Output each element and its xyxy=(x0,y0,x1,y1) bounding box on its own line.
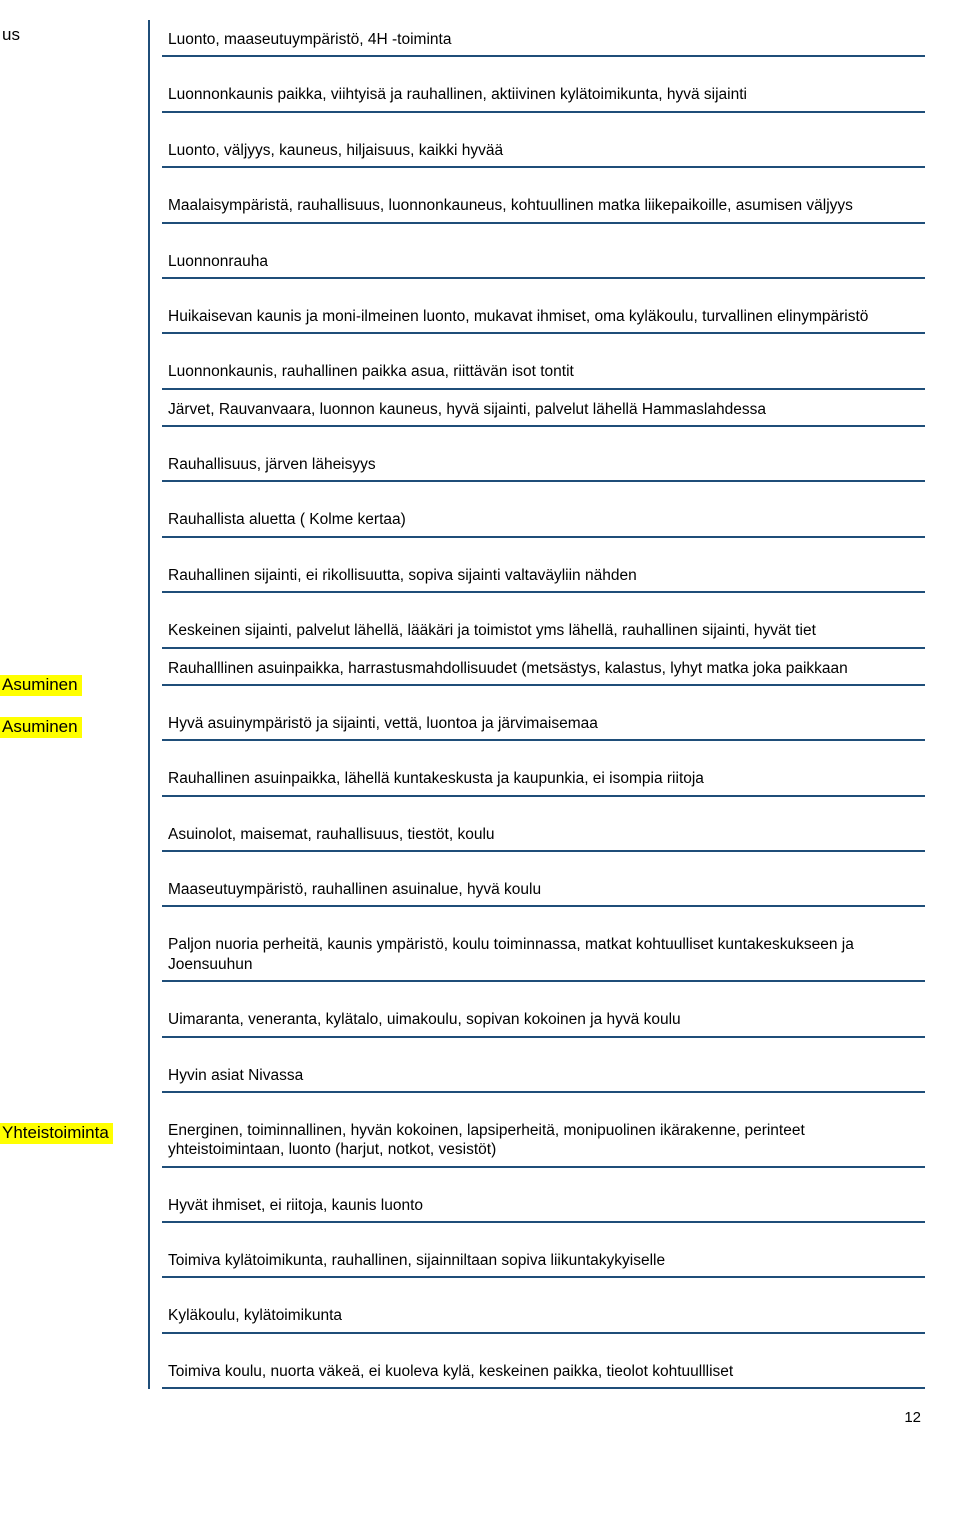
row-spacer xyxy=(162,1168,925,1186)
row-spacer xyxy=(162,1093,925,1111)
category-tag: Asuminen xyxy=(0,717,82,738)
content-row: Huikaisevan kaunis ja moni-ilmeinen luon… xyxy=(162,297,925,334)
content-row: Luonnonkaunis paikka, viihtyisä ja rauha… xyxy=(162,75,925,112)
content-row: Keskeinen sijainti, palvelut lähellä, lä… xyxy=(162,611,925,648)
row-spacer xyxy=(162,279,925,297)
row-spacer xyxy=(162,538,925,556)
content-row: Energinen, toiminnallinen, hyvän kokoine… xyxy=(162,1111,925,1168)
row-spacer xyxy=(162,334,925,352)
content-column: Luonto, maaseutuympäristö, 4H -toiminta L… xyxy=(150,20,925,1389)
row-spacer xyxy=(162,57,925,75)
row-spacer xyxy=(162,593,925,611)
content-row: Maalaisympäristä, rauhallisuus, luonnonk… xyxy=(162,186,925,223)
row-spacer xyxy=(162,686,925,704)
content-row: Rauhallisuus, järven läheisyys xyxy=(162,445,925,482)
content-row: Luonto, maaseutuympäristö, 4H -toiminta xyxy=(162,20,925,57)
row-spacer xyxy=(162,224,925,242)
content-row: Hyvät ihmiset, ei riitoja, kaunis luonto xyxy=(162,1186,925,1223)
row-spacer xyxy=(162,482,925,500)
content-row: Uimaranta, veneranta, kylätalo, uimakoul… xyxy=(162,1000,925,1037)
content-row: Hyvin asiat Nivassa xyxy=(162,1056,925,1093)
row-spacer xyxy=(162,1038,925,1056)
row-spacer xyxy=(162,1334,925,1352)
content-row: Hyvä asuinympäristö ja sijainti, vettä, … xyxy=(162,704,925,741)
vertical-rule xyxy=(148,20,150,1389)
content-row: Rauhallinen sijainti, ei rikollisuutta, … xyxy=(162,556,925,593)
row-spacer xyxy=(162,1278,925,1296)
row-spacer xyxy=(162,797,925,815)
row-spacer xyxy=(162,427,925,445)
page-number: 12 xyxy=(0,1389,925,1426)
category-column: us Asuminen Asuminen Yhteistoiminta xyxy=(0,20,150,1389)
content-row: Maaseutuympäristö, rauhallinen asuinalue… xyxy=(162,870,925,907)
row-spacer xyxy=(162,168,925,186)
content-row: Rauhallista aluetta ( Kolme kertaa) xyxy=(162,500,925,537)
category-tag: Yhteistoiminta xyxy=(0,1123,113,1144)
content-row: Toimiva koulu, nuorta väkeä, ei kuoleva … xyxy=(162,1352,925,1389)
row-spacer xyxy=(162,113,925,131)
row-spacer xyxy=(162,1223,925,1241)
content-row: Kyläkoulu, kylätoimikunta xyxy=(162,1296,925,1333)
category-tag: us xyxy=(0,25,24,46)
content-row: Rauhallinen asuinpaikka, lähellä kuntake… xyxy=(162,759,925,796)
content-row: Asuinolot, maisemat, rauhallisuus, tiest… xyxy=(162,815,925,852)
content-row: Rauhalllinen asuinpaikka, harrastusmahdo… xyxy=(162,649,925,686)
content-row: Luonto, väljyys, kauneus, hiljaisuus, ka… xyxy=(162,131,925,168)
row-spacer xyxy=(162,907,925,925)
row-spacer xyxy=(162,852,925,870)
content-row: Järvet, Rauvanvaara, luonnon kauneus, hy… xyxy=(162,390,925,427)
content-row: Paljon nuoria perheitä, kaunis ympäristö… xyxy=(162,925,925,982)
content-row: Luonnonkaunis, rauhallinen paikka asua, … xyxy=(162,352,925,389)
row-spacer xyxy=(162,741,925,759)
content-row: Luonnonrauha xyxy=(162,242,925,279)
content-row: Toimiva kylätoimikunta, rauhallinen, sij… xyxy=(162,1241,925,1278)
row-spacer xyxy=(162,982,925,1000)
category-tag: Asuminen xyxy=(0,675,82,696)
